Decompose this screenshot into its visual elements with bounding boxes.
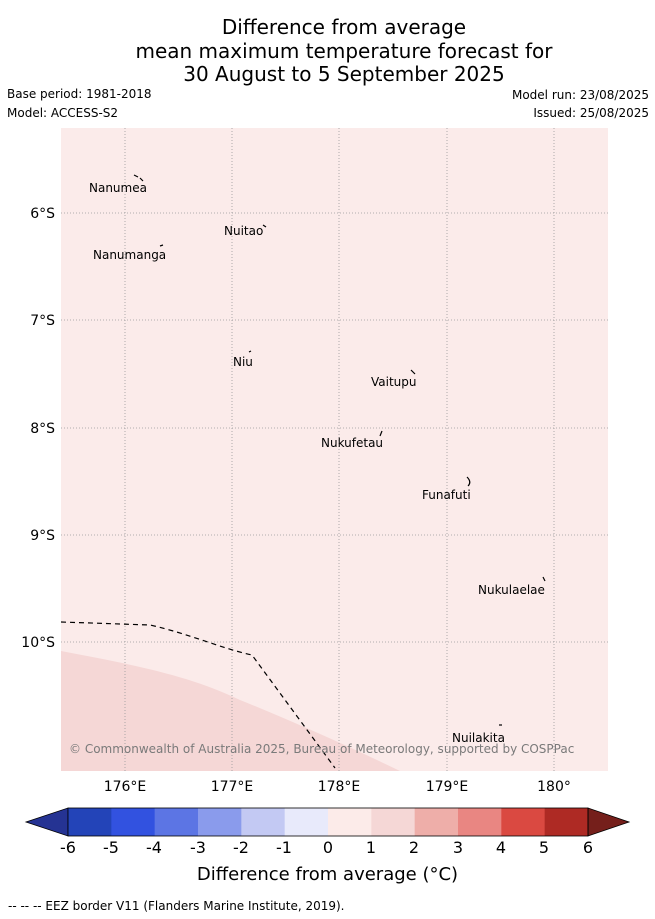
- colorbar-tick: -1: [276, 838, 292, 857]
- eez-border: [61, 621, 336, 769]
- colorbar-tick: -3: [190, 838, 206, 857]
- model-text: Model: ACCESS-S2: [7, 106, 119, 120]
- issued-text: Issued: 25/08/2025: [533, 106, 649, 120]
- title-line-1: Difference from average: [221, 15, 467, 39]
- colorbar-tick: -2: [233, 838, 249, 857]
- island-nanumanga-shape: [159, 244, 164, 247]
- title-line-2: mean maximum temperature forecast for: [135, 38, 553, 63]
- colorbar-extend-high: [587, 807, 631, 837]
- place-label: Niu: [233, 355, 253, 369]
- place-label: Funafuti: [422, 488, 471, 502]
- colorbar-bin: [241, 808, 286, 836]
- anomaly-region-1-2: [61, 651, 400, 771]
- colorbar-tick: 5: [538, 838, 550, 857]
- colorbar-bin: [458, 808, 502, 836]
- title-line-3: 30 August to 5 September 2025: [183, 62, 505, 86]
- colorbar-tick: 3: [452, 838, 464, 857]
- chart-title: Difference from average mean maximum tem…: [0, 15, 655, 87]
- colorbar-tick: 1: [365, 838, 377, 857]
- colorbar-bin: [284, 808, 329, 836]
- place-label: Nukufetau: [321, 436, 383, 450]
- island-nuitao-shape: [262, 224, 267, 228]
- place-label: Nukulaelae: [478, 583, 545, 597]
- colorbar-label: Difference from average (°C): [196, 864, 459, 885]
- colorbar-tick: 2: [408, 838, 420, 857]
- colorbar-bin: [501, 808, 546, 836]
- place-label: Nanumea: [89, 181, 147, 195]
- colorbar-bin: [154, 808, 199, 836]
- colorbar-bin: [414, 808, 459, 836]
- island-niu-shape: [248, 350, 252, 353]
- island-nukufetau-shape: [379, 430, 383, 437]
- anomaly-background: [61, 128, 608, 771]
- place-label: Vaitupu: [371, 375, 417, 389]
- lat-label: 10°S: [21, 635, 55, 651]
- colorbar-tick: 6: [582, 838, 594, 857]
- place-label: Nanumanga: [93, 248, 166, 262]
- island-funafuti-shape: [466, 476, 471, 487]
- lon-label: 178°E: [318, 779, 361, 795]
- place-label: Nuitao: [224, 224, 263, 238]
- islands: [133, 174, 546, 726]
- colorbar-frame: [67, 807, 589, 837]
- model-run-text: Model run: 23/08/2025: [511, 88, 649, 102]
- map-plot-area: Nanumea Nuitao Nanumanga Niu Vaitupu Nuk…: [61, 128, 608, 771]
- colorbar-tick: -6: [60, 838, 76, 857]
- axis-labels: 6°S 7°S 8°S 9°S 10°S 176°E 177°E 178°E 1…: [21, 206, 571, 795]
- colorbar-tick: -5: [103, 838, 119, 857]
- island-nukulaelae-shape: [542, 576, 546, 582]
- colorbar-bin: [198, 808, 242, 836]
- colorbar-tick: -4: [146, 838, 162, 857]
- graticule: [61, 128, 608, 771]
- lon-label: 176°E: [104, 779, 147, 795]
- lat-label: 8°S: [30, 421, 55, 437]
- colorbar-bin: [371, 808, 416, 836]
- place-labels: Nanumea Nuitao Nanumanga Niu Vaitupu Nuk…: [89, 181, 545, 745]
- colorbar-bin: [68, 808, 112, 836]
- lon-label: 180°: [537, 779, 571, 795]
- base-period-text: Base period: 1981-2018: [7, 87, 152, 101]
- island-nanumea-shape: [133, 174, 144, 182]
- colorbar-extend-low: [24, 807, 69, 837]
- island-vaitupu-shape: [410, 369, 416, 375]
- lat-label: 6°S: [30, 206, 55, 222]
- lat-label: 9°S: [30, 528, 55, 544]
- eez-legend-note: -- -- -- EEZ border V11 (Flanders Marine…: [8, 899, 345, 913]
- lat-label: 7°S: [30, 313, 55, 329]
- lon-label: 177°E: [211, 779, 254, 795]
- colorbar-bin: [328, 808, 372, 836]
- colorbar-bin: [111, 808, 156, 836]
- lon-label: 179°E: [426, 779, 469, 795]
- copyright-notice: © Commonwealth of Australia 2025, Bureau…: [69, 742, 574, 756]
- place-label: Nuilakita: [452, 731, 505, 745]
- colorbar-tick: 4: [495, 838, 507, 857]
- colorbar-tick: 0: [322, 838, 334, 857]
- colorbar: [24, 807, 631, 837]
- colorbar-bin: [544, 808, 589, 836]
